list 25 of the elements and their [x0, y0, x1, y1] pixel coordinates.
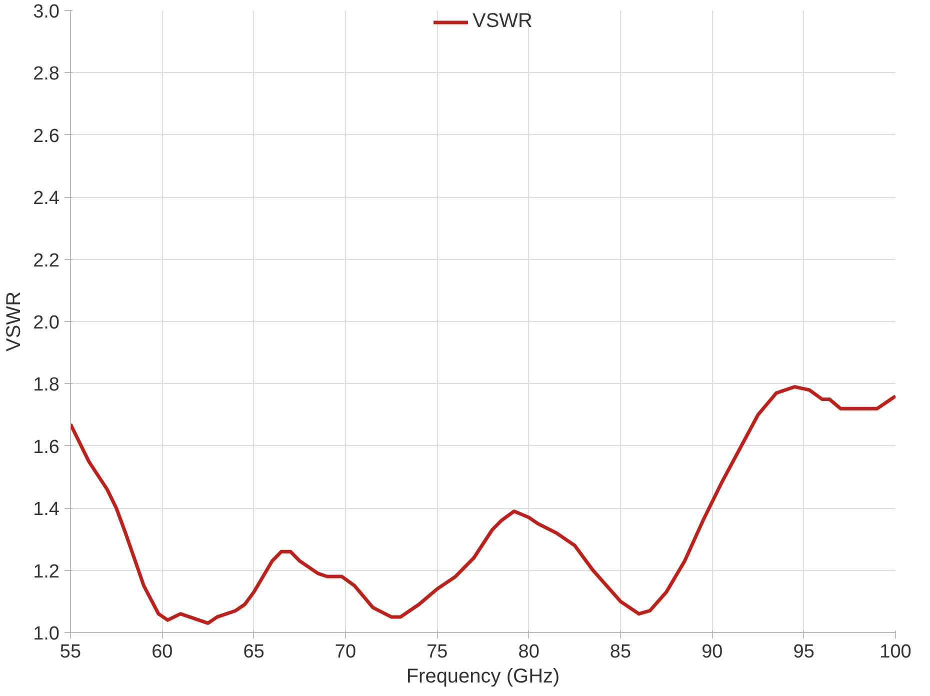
- x-tick-label: 55: [60, 642, 82, 662]
- y-tick-label: 2.6: [33, 126, 60, 147]
- y-axis-title: VSWR: [3, 292, 26, 352]
- y-tick-label: 3.0: [33, 2, 60, 22]
- x-axis-title: Frequency (GHz): [406, 666, 560, 688]
- x-tick-label: 60: [152, 642, 173, 662]
- y-tick-label: 2.8: [33, 64, 60, 85]
- legend-label: VSWR: [472, 10, 532, 33]
- y-tick-label: 1.2: [33, 561, 60, 582]
- x-tick-label: 90: [702, 642, 723, 662]
- x-tick-label: 65: [243, 642, 264, 662]
- x-tick-label: 70: [334, 642, 356, 662]
- y-tick-label: 1.6: [33, 436, 60, 458]
- x-tick-label: 85: [610, 642, 632, 662]
- line-series: [70, 385, 896, 625]
- x-tick-label: 75: [426, 642, 448, 662]
- x-tick-label: 95: [793, 642, 814, 662]
- x-tick-label: 80: [518, 642, 540, 662]
- y-tick-label: 1.4: [33, 499, 60, 520]
- y-tick-label: 2.4: [33, 188, 60, 210]
- y-tick-label: 2.0: [33, 312, 60, 334]
- y-tick-label: 1.0: [33, 624, 60, 644]
- y-tick-label: 2.2: [33, 250, 60, 272]
- y-tick-label: 1.8: [33, 374, 60, 396]
- x-tick-label: 100: [880, 642, 912, 662]
